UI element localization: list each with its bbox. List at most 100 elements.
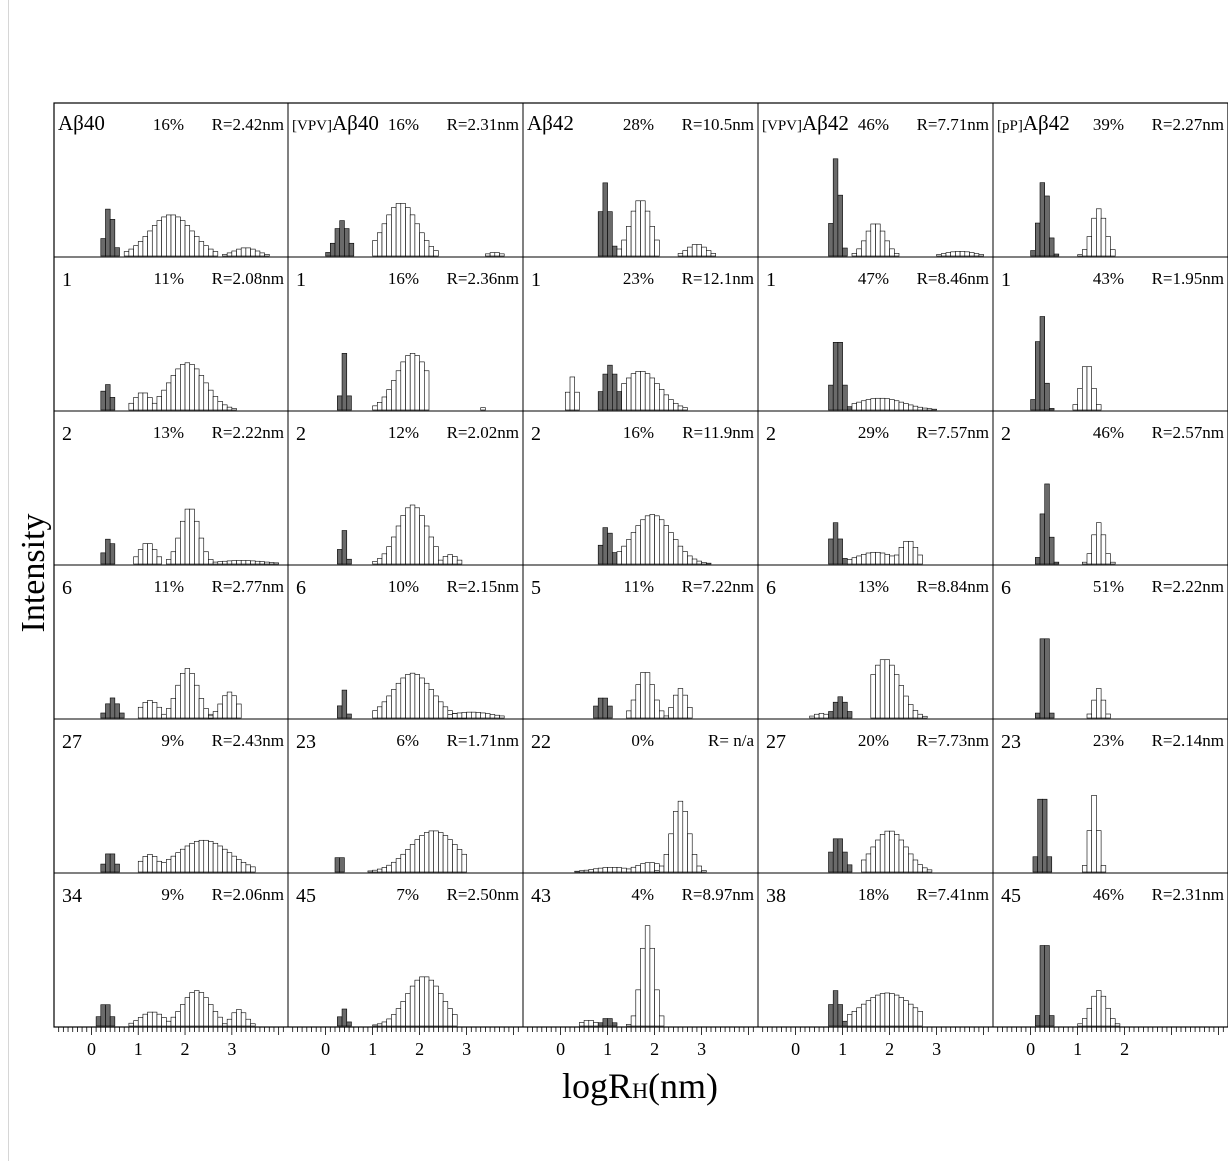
radius-label: R=1.95nm bbox=[1152, 269, 1224, 288]
bar-dark bbox=[1035, 1015, 1041, 1027]
percent-label: 11% bbox=[153, 269, 184, 288]
panel: 6 11% R=2.77nm bbox=[62, 577, 284, 719]
x-tick-label: 2 bbox=[415, 1039, 424, 1059]
bar-dark bbox=[1044, 945, 1050, 1027]
bar-light bbox=[677, 688, 684, 719]
bar-light bbox=[203, 245, 209, 257]
bar-light bbox=[658, 710, 665, 719]
bar-light bbox=[423, 370, 430, 411]
bar-light bbox=[456, 849, 463, 873]
bar-light bbox=[588, 1020, 594, 1027]
percent-label: 0% bbox=[631, 731, 654, 750]
percent-label: 13% bbox=[153, 423, 184, 442]
bar-light bbox=[212, 1011, 219, 1027]
bar-light bbox=[438, 701, 444, 719]
bar-light bbox=[649, 684, 655, 719]
bar-light bbox=[156, 556, 162, 565]
bar-light bbox=[405, 355, 411, 411]
bar-light bbox=[879, 230, 886, 257]
bar-light bbox=[189, 364, 195, 411]
bar-light bbox=[456, 559, 463, 565]
bar-light bbox=[870, 674, 876, 719]
radius-label: R=2.06nm bbox=[212, 885, 284, 904]
bar-dark bbox=[100, 390, 106, 411]
bar-light bbox=[494, 252, 500, 257]
bar-light bbox=[273, 562, 279, 565]
timepoint-label: 23 bbox=[1001, 731, 1021, 753]
radius-label: R=2.15nm bbox=[447, 577, 519, 596]
bar-light bbox=[654, 699, 660, 719]
timepoint-label: 2 bbox=[62, 423, 72, 445]
bar-light bbox=[189, 672, 195, 719]
bar-light bbox=[1086, 713, 1092, 719]
bar-light bbox=[376, 868, 383, 873]
bar-light bbox=[856, 555, 862, 565]
bar-light bbox=[870, 997, 876, 1027]
timepoint-label: 5 bbox=[531, 577, 541, 599]
bar-light bbox=[142, 543, 148, 565]
bar-light bbox=[405, 993, 411, 1027]
bar-light bbox=[133, 556, 139, 565]
bar-light bbox=[414, 223, 420, 257]
bar-light bbox=[409, 844, 416, 873]
percent-label: 29% bbox=[858, 423, 889, 442]
bar-light bbox=[222, 254, 228, 257]
bar-light bbox=[376, 1023, 383, 1027]
bar-light bbox=[137, 706, 144, 719]
bar-light bbox=[870, 398, 876, 411]
bar-light bbox=[166, 214, 172, 257]
radius-label: R=2.14nm bbox=[1152, 731, 1224, 750]
bar-light bbox=[240, 247, 247, 257]
bar-light bbox=[1086, 553, 1092, 565]
bar-light bbox=[166, 382, 172, 411]
bar-light bbox=[184, 508, 191, 565]
timepoint-label: 1 bbox=[766, 269, 776, 291]
panel: 2 12% R=2.02nm bbox=[296, 423, 519, 565]
bar-light bbox=[222, 404, 228, 411]
x-tick-label: 0 bbox=[556, 1039, 565, 1059]
bar-light bbox=[856, 248, 862, 257]
bar-light bbox=[494, 714, 500, 719]
bar-light bbox=[180, 364, 186, 411]
bar-light bbox=[626, 868, 632, 873]
bar-dark bbox=[842, 247, 848, 257]
bar-light bbox=[893, 253, 900, 257]
bar-light bbox=[414, 979, 420, 1027]
bar-light bbox=[137, 1017, 144, 1027]
bar-light bbox=[433, 250, 439, 257]
bar-dark bbox=[329, 242, 336, 257]
bar-light bbox=[950, 251, 956, 257]
bar-light bbox=[564, 391, 571, 411]
percent-label: 13% bbox=[858, 577, 889, 596]
bar-light bbox=[386, 546, 392, 565]
panel-title: Aβ42 bbox=[527, 111, 574, 135]
bar-light bbox=[940, 253, 947, 257]
bar-dark bbox=[1035, 557, 1041, 565]
bar-light bbox=[442, 835, 449, 873]
bar-dark bbox=[344, 228, 350, 257]
bar-light bbox=[391, 207, 397, 257]
x-tick-label: 2 bbox=[181, 1039, 190, 1059]
bar-light bbox=[649, 377, 655, 411]
bar-light bbox=[668, 399, 674, 411]
bar-light bbox=[372, 869, 378, 873]
bar-light bbox=[626, 226, 632, 257]
bar-light bbox=[203, 997, 209, 1027]
bar-light bbox=[1091, 388, 1097, 411]
bar-light bbox=[893, 994, 900, 1027]
panel: 5 11% R=7.22nm bbox=[531, 577, 754, 719]
radius-label: R=12.1nm bbox=[682, 269, 754, 288]
bar-light bbox=[386, 389, 392, 411]
bar-light bbox=[649, 226, 655, 257]
bar-light bbox=[180, 672, 186, 719]
radius-label: R=2.22nm bbox=[1152, 577, 1224, 596]
bar-dark bbox=[1049, 408, 1055, 411]
bar-light bbox=[583, 1020, 590, 1027]
bar-light bbox=[1082, 1018, 1088, 1027]
bar-light bbox=[579, 870, 585, 873]
panel: 2 16% R=11.9nm bbox=[531, 423, 754, 565]
bar-light bbox=[654, 870, 660, 873]
bar-light bbox=[438, 559, 444, 565]
bar-light bbox=[480, 407, 486, 411]
bar-light bbox=[466, 711, 472, 719]
